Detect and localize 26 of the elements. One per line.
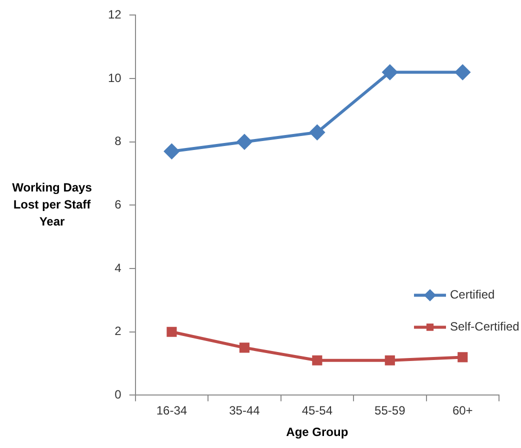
y-tick-label: 0 [114,388,122,402]
x-axis-title: Age Group [286,425,348,440]
point [239,342,250,353]
point [455,64,470,80]
x-tick-label: 35-44 [229,404,260,418]
x-tick-label: 16-34 [156,404,188,418]
point [164,144,180,159]
point [236,134,252,150]
point [310,124,325,140]
x-tick-label: 45-54 [302,404,333,418]
point [382,64,398,80]
y-tick-label: 6 [114,198,122,212]
x-tick-label: 60+ [452,404,473,418]
y-axis-title: Working Days Lost per Staff Year [12,180,92,229]
y-tick-label: 8 [114,134,122,148]
y-tick-label: 4 [114,260,122,275]
legend-label: Certified [450,288,495,302]
point [458,352,468,362]
y-tick-label: 12 [108,8,122,22]
point [166,326,177,337]
y-tick-label: 10 [108,70,122,85]
point [312,355,322,366]
point [384,355,395,366]
legend-label: Self-Certified [450,320,520,334]
x-tick-label: 55-59 [374,404,406,418]
y-tick-label: 2 [114,324,122,338]
